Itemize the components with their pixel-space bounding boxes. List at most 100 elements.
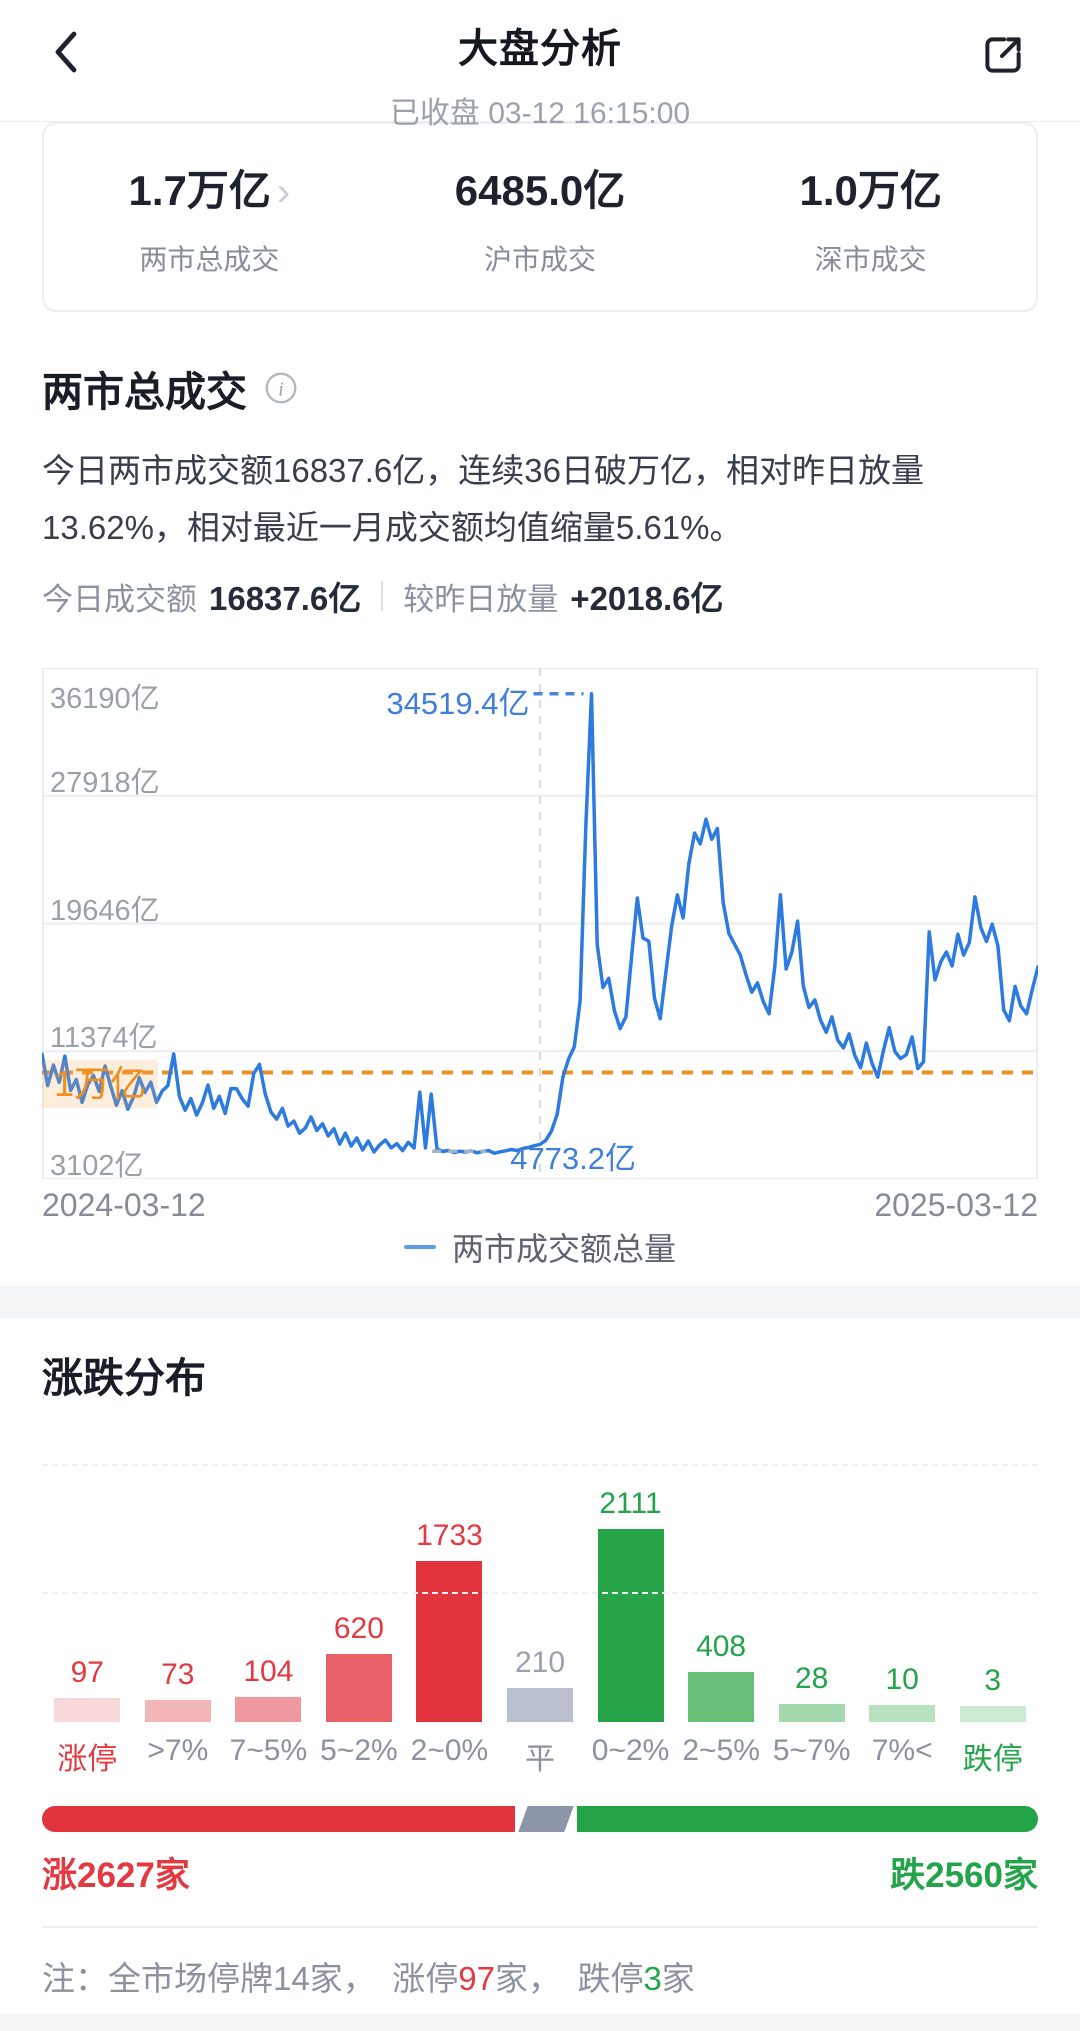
summary-item-sz-turnover: 1.0万亿 深市成交 (705, 157, 1036, 278)
decliners-segment (577, 1806, 1038, 1832)
volume-change-label: 较昨日放量 (403, 581, 559, 617)
bar-column->7%: 73 (133, 1658, 224, 1722)
total-turnover-label: 两市总成交 (139, 243, 280, 275)
bar-category-label: 5~7% (772, 1734, 851, 1767)
legend-line-marker (403, 1245, 436, 1249)
bar-column-5~7%: 28 (766, 1662, 857, 1722)
bar-category-label: 2~0% (410, 1734, 489, 1767)
sz-turnover-value: 1.0万亿 (799, 166, 942, 214)
sh-turnover-label: 沪市成交 (484, 243, 597, 275)
turnover-section-title: 两市总成交 (42, 369, 247, 415)
decliners-count: 跌2560家 (890, 1855, 1038, 1895)
bar-rect (144, 1700, 211, 1722)
y-axis-tick-label: 11374亿 (50, 1022, 158, 1055)
bar-category-label: 7%< (871, 1734, 933, 1767)
turnover-line-chart: 36190亿 27918亿 19646亿 11374亿 3102亿 1万亿 34519.4亿… (42, 668, 1038, 1182)
bar-rect (688, 1672, 755, 1722)
today-turnover-label: 今日成交额 (42, 581, 197, 617)
distribution-section: 涨跌分布 97 73 104 620 1733 210 2111 408 28 10 3 涨停 >7%… (0, 1344, 1080, 2000)
footnote-segment: 3 (643, 1960, 662, 1997)
bar-value-label: 620 (333, 1612, 384, 1645)
bar-column-7%<: 10 (857, 1663, 948, 1722)
footnote-segment: 跌停 (577, 1960, 644, 1997)
bar-category-label: 涨停 (57, 1743, 118, 1776)
svg-text:i: i (278, 380, 283, 401)
app-header: 大盘分析 已收盘 03-12 16:15:00 (0, 0, 1080, 130)
footnote-segment: 注：全市场停牌14家， (42, 1960, 393, 1997)
bar-column-2~0%: 1733 (404, 1519, 495, 1722)
line-chart-canvas (42, 668, 1038, 1179)
bar-gridline (42, 1464, 1038, 1466)
y-axis-tick-label: 27918亿 (50, 766, 160, 799)
bar-value-label: 97 (70, 1656, 104, 1689)
advancers-segment (42, 1806, 516, 1832)
footnote-segment: 97 (458, 1960, 495, 1997)
bar-value-label: 2111 (599, 1487, 662, 1520)
bar-rect (325, 1654, 392, 1722)
info-icon[interactable]: i (263, 370, 299, 406)
advancers-count: 涨2627家 (42, 1855, 190, 1895)
summary-item-total-turnover[interactable]: 1.7万亿 › 两市总成交 (44, 157, 375, 278)
back-button[interactable] (44, 26, 92, 78)
bar-value-label: 104 (243, 1655, 294, 1688)
bar-value-label: 408 (696, 1630, 747, 1663)
bar-column-跌停: 3 (947, 1664, 1038, 1722)
y-axis-tick-label: 3102亿 (50, 1150, 144, 1182)
footnote-segment: 家， (494, 1960, 578, 1997)
bar-column-2~5%: 408 (676, 1630, 767, 1722)
summary-item-sh-turnover: 6485.0亿 沪市成交 (375, 157, 706, 278)
bar-column-7~5%: 104 (223, 1655, 314, 1722)
page-title: 大盘分析 (458, 27, 622, 71)
volume-change-value: +2018.6亿 (570, 580, 724, 617)
bar-value-label: 28 (794, 1662, 829, 1695)
y-axis-tick-label: 36190亿 (50, 683, 160, 715)
bar-category-label: 0~2% (591, 1734, 670, 1767)
turnover-description: 今日两市成交额16837.6亿，连续36日破万亿，相对昨日放量13.62%，相对… (42, 452, 924, 546)
chevron-right-icon: › (276, 169, 291, 214)
bar-category-label: 5~2% (320, 1734, 398, 1767)
stat-divider (381, 581, 384, 611)
distribution-section-title: 涨跌分布 (42, 1355, 206, 1401)
segment-gap (569, 1806, 578, 1832)
x-axis-end-date: 2025-03-12 (874, 1187, 1038, 1223)
bar-column-涨停: 97 (42, 1656, 133, 1722)
min-annotation: 4773.2亿 (510, 1141, 637, 1177)
bar-column-5~2%: 620 (314, 1612, 405, 1722)
bar-rect (869, 1705, 936, 1722)
bottom-strip (0, 2013, 1080, 2031)
today-turnover-value: 16837.6亿 (209, 580, 362, 617)
share-icon (985, 37, 1021, 73)
bar-rect (959, 1706, 1026, 1722)
advance-decline-bar (42, 1806, 1038, 1832)
bar-value-label: 1733 (416, 1519, 483, 1552)
flat-segment (518, 1806, 574, 1832)
bar-rect (778, 1704, 845, 1722)
bar-category-label: 平 (525, 1743, 555, 1776)
bar-rect (54, 1698, 121, 1722)
bar-rect (416, 1561, 483, 1722)
chart-legend: 两市成交额总量 (42, 1231, 1038, 1286)
y-axis-tick-label: 19646亿 (50, 894, 160, 927)
bar-gridline (42, 1592, 1038, 1594)
footnote-segment: 家 (661, 1960, 695, 1997)
market-summary-card: 1.7万亿 › 两市总成交 6485.0亿 沪市成交 1.0万亿 深市成交 (42, 122, 1038, 312)
legend-label: 两市成交额总量 (451, 1231, 676, 1267)
total-turnover-value: 1.7万亿 (128, 166, 271, 214)
footnote: 注：全市场停牌14家， 涨停97家， 跌停3家 (42, 1952, 1038, 2000)
distribution-category-row: 涨停 >7% 7~5% 5~2% 2~0% 平 0~2% 2~5% 5~7% 7%< 跌停 (42, 1734, 1038, 1778)
bar-value-label: 73 (161, 1658, 195, 1691)
turnover-section: 两市总成交 i 今日两市成交额16837.6亿，连续36日破万亿，相对昨日放量1… (0, 358, 1080, 1286)
threshold-label: 1万亿 (42, 1060, 159, 1109)
footnote-segment: 涨停 (392, 1960, 459, 1997)
bar-category-label: 跌停 (962, 1743, 1023, 1776)
share-button[interactable] (978, 30, 1028, 80)
divider-line (42, 1926, 1038, 1928)
sh-turnover-value: 6485.0亿 (454, 166, 626, 214)
bar-category-label: 2~5% (682, 1734, 760, 1767)
bar-value-label: 210 (514, 1646, 566, 1679)
bar-column-平: 210 (495, 1646, 586, 1722)
bar-category-label: 7~5% (229, 1734, 308, 1767)
bar-rect (597, 1529, 664, 1722)
segment-gap (515, 1806, 524, 1832)
sz-turnover-label: 深市成交 (814, 243, 927, 275)
